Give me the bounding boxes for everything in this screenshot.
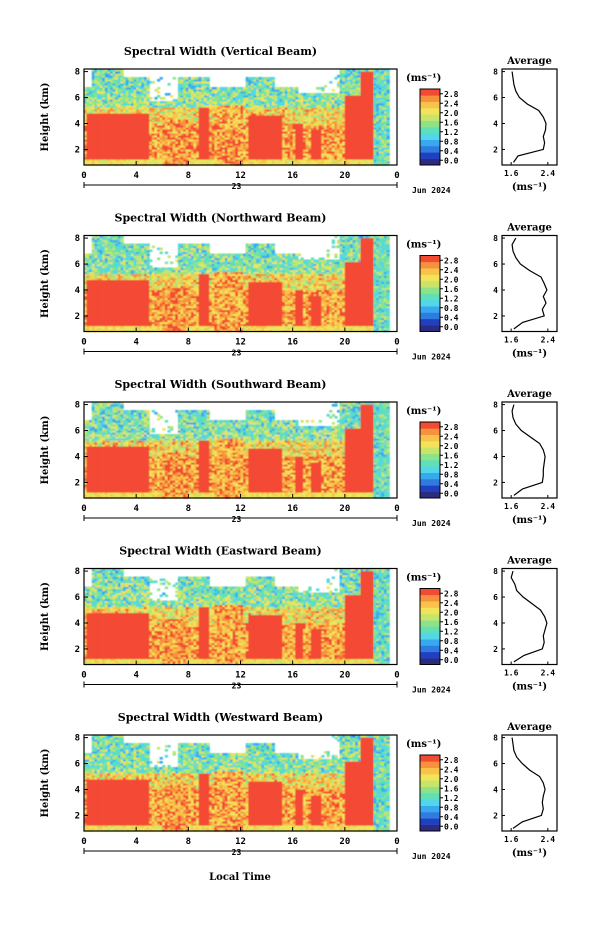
x-tick-label: 8 (186, 171, 191, 181)
colorbar-swatch (420, 95, 440, 102)
colorbar-swatch (420, 108, 440, 115)
chart-ylabel: Height (km) (40, 249, 51, 318)
heatmap-cell (332, 89, 335, 92)
colorbar-swatch (420, 140, 440, 147)
colorbar-tick-label: 0.0 (444, 156, 459, 165)
colorbar-swatch (420, 127, 440, 134)
colorbar-tick-label: 2.8 (444, 90, 459, 99)
y-tick-label: 4 (75, 119, 81, 129)
heatmap-cell (170, 95, 173, 98)
heatmap-cell (329, 81, 332, 84)
colorbar-tick-label: 0.8 (444, 137, 459, 146)
heatmap-cells (84, 236, 390, 333)
heatmap-cell (207, 77, 210, 80)
y-tick-label: 2 (75, 145, 80, 155)
colorbar-swatch (420, 121, 440, 128)
colorbar-swatch (420, 114, 440, 121)
heatmap-cell (160, 77, 163, 80)
heatmap-cell (149, 97, 152, 100)
avg-y-tick-label: 8 (493, 68, 498, 77)
avg-xlabel: (ms⁻¹) (512, 182, 547, 193)
heatmap-cell (324, 85, 327, 88)
x-tick-label: 20 (339, 171, 350, 181)
x-tick-label: 12 (235, 171, 246, 181)
colorbar-swatch (420, 102, 440, 109)
y-tick-label: 6 (75, 94, 80, 104)
x-tick-label: 0 (394, 171, 399, 181)
colorbar-swatch (420, 152, 440, 159)
chart-panel-2: Spectral Width (Northward Beam) Height (k… (40, 212, 557, 362)
chart-title: Spectral Width (Vertical Beam) (124, 45, 317, 58)
avg-y-tick-label: 2 (493, 145, 498, 154)
colorbar-swatch (420, 146, 440, 153)
heatmap-cell (295, 87, 298, 90)
heatmap-cell (167, 83, 170, 86)
date-month-label: Jun 2024 (412, 186, 451, 195)
x-tick-label: 16 (287, 171, 298, 181)
heatmap-cell (157, 87, 160, 90)
colorbar-tick-label: 2.4 (444, 99, 459, 108)
colorbar-tick-label: 2.0 (444, 109, 459, 118)
avg-x-tick-label: 2.4 (541, 169, 556, 178)
heatmap-cell (152, 81, 155, 84)
avg-y-tick-label: 6 (493, 94, 498, 103)
heatmap-cell (147, 77, 150, 80)
colorbar-tick-label: 1.6 (444, 118, 459, 127)
heatmap-cell (173, 77, 176, 80)
colorbar-swatch (420, 159, 440, 166)
avg-frame (502, 69, 557, 165)
x-tick-label: 4 (133, 171, 139, 181)
heatmap-cell (157, 91, 160, 94)
chart-ylabel: Height (km) (40, 83, 51, 152)
chart-panel-1: Spectral Width (Vertical Beam) Height (km… (40, 45, 557, 195)
avg-x-tick-label: 1.6 (504, 169, 519, 178)
colorbar-tick-label: 0.4 (444, 147, 459, 156)
x-tick-label: 0 (81, 171, 86, 181)
chart-title: Spectral Width (Northward Beam) (115, 212, 327, 225)
heatmap-cell (272, 77, 275, 80)
colorbar-unit: (ms⁻¹) (406, 73, 441, 84)
date-day-label: 23 (232, 182, 242, 191)
avg-title: Average (506, 56, 552, 67)
heatmap-cell (162, 97, 165, 100)
colorbar-swatch (420, 89, 440, 96)
y-tick-label: 8 (75, 68, 80, 78)
colorbar-tick-label: 1.2 (444, 128, 459, 137)
colorbar-swatch (420, 133, 440, 140)
avg-y-tick-label: 4 (493, 119, 498, 128)
heatmap-cells (84, 69, 390, 166)
